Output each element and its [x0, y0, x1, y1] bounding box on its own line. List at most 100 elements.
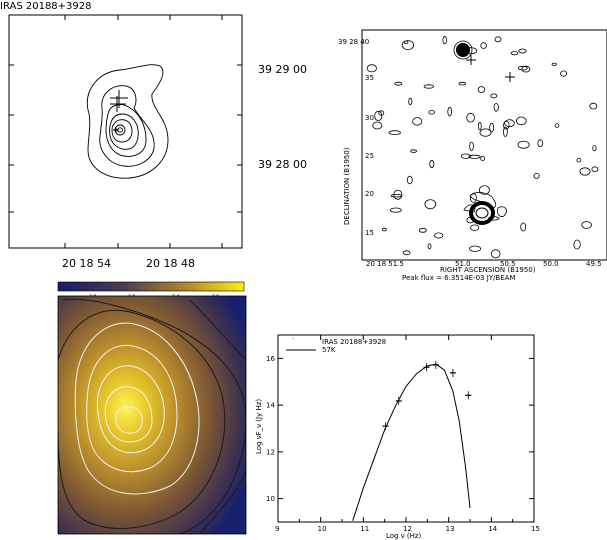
- noise-contour: [389, 207, 402, 213]
- noise-contour: [479, 128, 492, 137]
- noise-contour: [378, 110, 385, 116]
- noise-contour: [466, 112, 475, 123]
- noise-contour: [503, 126, 508, 137]
- sed-y-ticks: 10 12 14 16: [266, 355, 534, 503]
- noise-contour: [480, 42, 487, 49]
- sed-chart: Log ν (Hz) Log νF_ν (Jy Hz) 9 10 11 12 13 14 1…: [255, 334, 540, 540]
- noise-contour: [410, 149, 417, 153]
- noise-contour: [406, 175, 413, 185]
- noise-contour: [581, 221, 592, 229]
- noise-contour: [429, 159, 435, 169]
- noise-contour: [469, 141, 474, 152]
- panel-b-xlabel: RIGHT ASCENSION (B1950): [440, 266, 536, 274]
- panel-b-dec-tick: 35: [365, 74, 374, 82]
- panel-b-source-south: [463, 192, 507, 225]
- series-line-57k: [352, 363, 471, 521]
- panel-c-heatmap: 10 12 14 16: [57, 281, 247, 535]
- panel-b-noise-contours: [366, 35, 599, 259]
- noise-contour: [576, 157, 582, 163]
- noise-contour: [388, 130, 401, 135]
- noise-contour: [423, 84, 435, 89]
- noise-contour: [428, 110, 436, 115]
- panel-a-ra-label-2: 20 18 48: [146, 257, 195, 270]
- panel-a-dec-label-1: 39 29 00: [258, 63, 307, 76]
- noise-contour: [560, 70, 567, 77]
- noise-contour: [489, 122, 495, 133]
- noise-contour: [469, 245, 482, 252]
- panel-a-source-crosses: [110, 90, 128, 133]
- heatmap-contours: [58, 298, 246, 534]
- panel-b-ra-tick: 49.5: [586, 260, 602, 268]
- legend-marker: ·: [292, 335, 294, 343]
- y-tick-label: 12: [266, 448, 275, 456]
- colorbar: [57, 281, 245, 292]
- panel-b-dec-tick: 15: [365, 229, 374, 237]
- noise-contour: [403, 40, 409, 44]
- legend-entry-data: IRAS 20188+3928: [322, 338, 386, 346]
- noise-contour: [515, 116, 527, 126]
- x-tick-label: 11: [360, 525, 369, 533]
- y-tick-label: 10: [266, 495, 275, 503]
- noise-contour: [442, 35, 447, 45]
- panel-b-frame: [361, 29, 607, 261]
- panel-b-ra-tick: 50.0: [543, 260, 559, 268]
- noise-contour: [434, 232, 444, 239]
- noise-contour: [460, 153, 471, 159]
- noise-contour: [573, 239, 581, 250]
- noise-contour: [458, 81, 467, 86]
- panel-a-ra-label-1: 20 18 54: [62, 257, 111, 270]
- noise-contour: [427, 243, 432, 250]
- noise-contour: [480, 155, 486, 161]
- panel-a-title: IRAS 20188+3928: [0, 1, 92, 12]
- noise-contour: [401, 40, 414, 51]
- sed-ylabel: Log νF_ν (Jy Hz): [255, 399, 263, 454]
- noise-contour: [490, 93, 498, 99]
- panel-a-contours: [86, 64, 169, 179]
- noise-contour: [517, 65, 528, 71]
- noise-contour: [394, 81, 403, 86]
- panel-b-dec-tick: 25: [365, 152, 374, 160]
- x-tick-label: 14: [488, 525, 497, 533]
- panel-b-marker-cross: [505, 72, 515, 82]
- noise-contour: [493, 103, 499, 112]
- panel-b-radio-map: DECLINATION (B1950) 39 28 40 35 30 25 20…: [338, 29, 607, 282]
- panel-b-peak-flux: Peak flux = 6.3514E-03 JY/BEAM: [402, 274, 515, 282]
- noise-contour: [503, 120, 510, 130]
- noise-contour: [390, 193, 403, 198]
- noise-contour: [533, 172, 540, 179]
- x-tick-label: 13: [446, 525, 455, 533]
- noise-contour: [412, 117, 423, 126]
- noise-contour: [374, 110, 383, 122]
- x-tick-label: 15: [531, 525, 540, 533]
- noise-contour: [551, 62, 557, 66]
- noise-contour: [589, 102, 598, 110]
- legend-entry-model: 57K: [322, 346, 336, 354]
- noise-contour: [554, 123, 560, 128]
- noise-contour: [372, 121, 383, 130]
- noise-contour: [382, 227, 387, 232]
- noise-contour: [579, 167, 591, 176]
- noise-contour: [477, 121, 482, 131]
- panel-a-dec-label-2: 39 28 00: [258, 158, 307, 171]
- noise-contour: [468, 154, 481, 159]
- panel-b-dec-tick: 30: [365, 114, 374, 122]
- panel-b-ra-ticks: 20 18 51.5 51.0 50.5 50.0 49.5: [366, 260, 602, 268]
- noise-contour: [517, 140, 530, 149]
- panel-b-dec-tick: 39 28 40: [338, 38, 369, 46]
- y-tick-label: 14: [266, 402, 275, 410]
- noise-contour: [477, 86, 486, 93]
- noise-contour: [478, 185, 490, 195]
- panel-a-frame: [8, 14, 243, 249]
- x-tick-label: 12: [403, 525, 412, 533]
- heatmap-frame: [57, 295, 247, 535]
- noise-contour: [521, 65, 531, 73]
- x-tick-label: 9: [275, 525, 279, 533]
- noise-contour: [520, 222, 527, 232]
- noise-contour: [393, 189, 403, 200]
- panel-b-dec-tick: 20: [365, 190, 374, 198]
- sed-marks: [352, 360, 472, 521]
- noise-contour: [592, 145, 597, 152]
- noise-contour: [591, 166, 599, 173]
- noise-contour: [470, 224, 480, 231]
- noise-contour: [510, 51, 519, 56]
